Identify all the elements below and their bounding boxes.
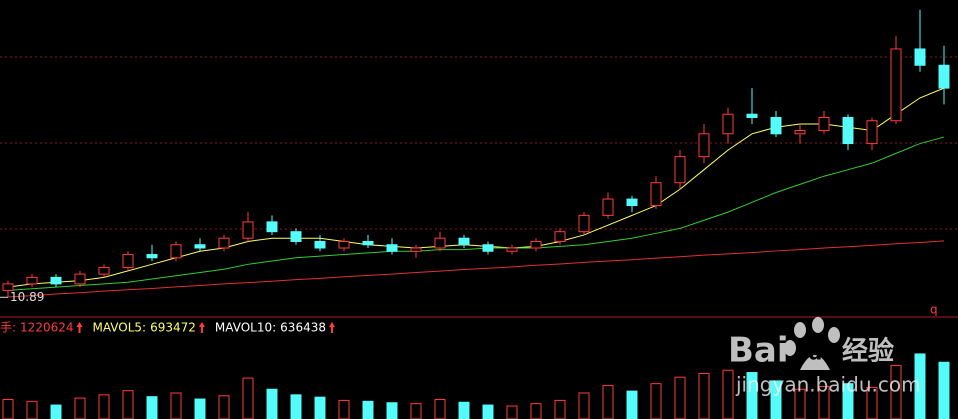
volume-bar xyxy=(458,401,470,419)
volume-bar xyxy=(26,400,38,419)
volume-bar xyxy=(434,398,446,419)
candle-body xyxy=(98,267,110,275)
volume-bar xyxy=(482,404,494,419)
volume-bar xyxy=(98,394,110,419)
candle-body xyxy=(890,48,902,122)
legend-label: MAVOL5: xyxy=(93,321,147,335)
candle-body xyxy=(434,237,446,249)
candle-body xyxy=(746,113,758,118)
candle-body xyxy=(290,231,302,242)
volume-bar xyxy=(170,392,182,419)
volume-bar xyxy=(578,392,590,419)
legend-label: MAVOL10: xyxy=(215,321,276,335)
candle-body xyxy=(554,231,566,242)
candle-body xyxy=(506,247,518,252)
candle-body xyxy=(842,116,854,145)
legend-arrow xyxy=(76,322,83,333)
volume-bar xyxy=(2,398,14,419)
volume-bar xyxy=(554,399,566,419)
candle-body xyxy=(722,113,734,135)
candle-body xyxy=(194,244,206,249)
volume-bar xyxy=(746,372,758,419)
volume-bar xyxy=(146,396,158,419)
candle-body xyxy=(530,240,542,249)
volume-bar xyxy=(386,402,398,419)
watermark-jingyan: 经验 xyxy=(842,336,894,367)
watermark-bai: Bai xyxy=(728,331,789,371)
candle-body xyxy=(410,247,422,252)
volume-bar xyxy=(506,405,518,419)
volume-bar xyxy=(218,395,230,419)
candle-body xyxy=(122,254,134,269)
volume-bar xyxy=(50,404,62,419)
candle-body xyxy=(602,198,614,216)
watermark-url: jingyan.baidu.com xyxy=(735,373,921,397)
legend-value: 693472 xyxy=(150,321,196,335)
candle-body xyxy=(698,133,710,158)
candle-body xyxy=(50,276,62,285)
candle-body xyxy=(794,130,806,135)
candle-body xyxy=(74,273,86,285)
candle-body xyxy=(170,244,182,259)
volume-bar xyxy=(362,400,374,419)
volume-bar xyxy=(722,369,734,419)
ma-line xyxy=(7,136,945,291)
volume-bar xyxy=(266,388,278,419)
volume-bar xyxy=(122,390,134,419)
volume-bar xyxy=(530,403,542,419)
volume-bar xyxy=(338,399,350,419)
legend-label: 手: xyxy=(0,321,16,335)
volume-bar xyxy=(242,377,254,419)
candle-body xyxy=(578,214,590,233)
volume-bar xyxy=(194,398,206,419)
watermark: Bai du 经验 jingyan.baidu.com xyxy=(728,317,921,397)
legend-arrow xyxy=(198,322,205,333)
candle-body xyxy=(242,221,254,239)
candle-body xyxy=(218,237,230,249)
legend-arrow xyxy=(328,322,335,333)
candle-body xyxy=(626,198,638,207)
candle-body xyxy=(146,254,158,259)
paw-icon xyxy=(784,317,840,370)
candle-body xyxy=(458,237,470,246)
volume-bar xyxy=(74,397,86,419)
volume-bar xyxy=(890,365,902,419)
candle-body xyxy=(266,221,278,233)
candle-body xyxy=(818,116,830,132)
low-label: 10.89 xyxy=(10,290,44,304)
ma-line xyxy=(7,87,945,288)
corner-label: q xyxy=(930,303,938,317)
candle-body xyxy=(770,116,782,135)
candle-body xyxy=(2,283,14,291)
candle-body xyxy=(866,120,878,145)
volume-bar xyxy=(290,394,302,419)
watermark-du: du xyxy=(808,341,837,365)
legend-value: 1220624 xyxy=(20,321,73,335)
candle-body xyxy=(674,156,686,184)
volume-bar xyxy=(410,403,422,419)
candle-body xyxy=(482,244,494,252)
volume-bar xyxy=(674,376,686,419)
legend-value: 636438 xyxy=(280,321,326,335)
candle-body xyxy=(314,240,326,249)
candle-body xyxy=(338,240,350,249)
candle-body xyxy=(650,182,662,207)
ma-line xyxy=(7,240,945,298)
volume-bar xyxy=(938,361,950,419)
volume-bar xyxy=(314,396,326,419)
candle-body xyxy=(362,240,374,246)
candle-body xyxy=(26,276,38,285)
volume-bar xyxy=(650,383,662,419)
candle-body xyxy=(914,48,926,66)
volume-bar xyxy=(698,372,710,419)
volume-bar xyxy=(626,390,638,419)
volume-bar xyxy=(602,385,614,419)
candle-body xyxy=(386,244,398,252)
candle-body xyxy=(938,64,950,89)
